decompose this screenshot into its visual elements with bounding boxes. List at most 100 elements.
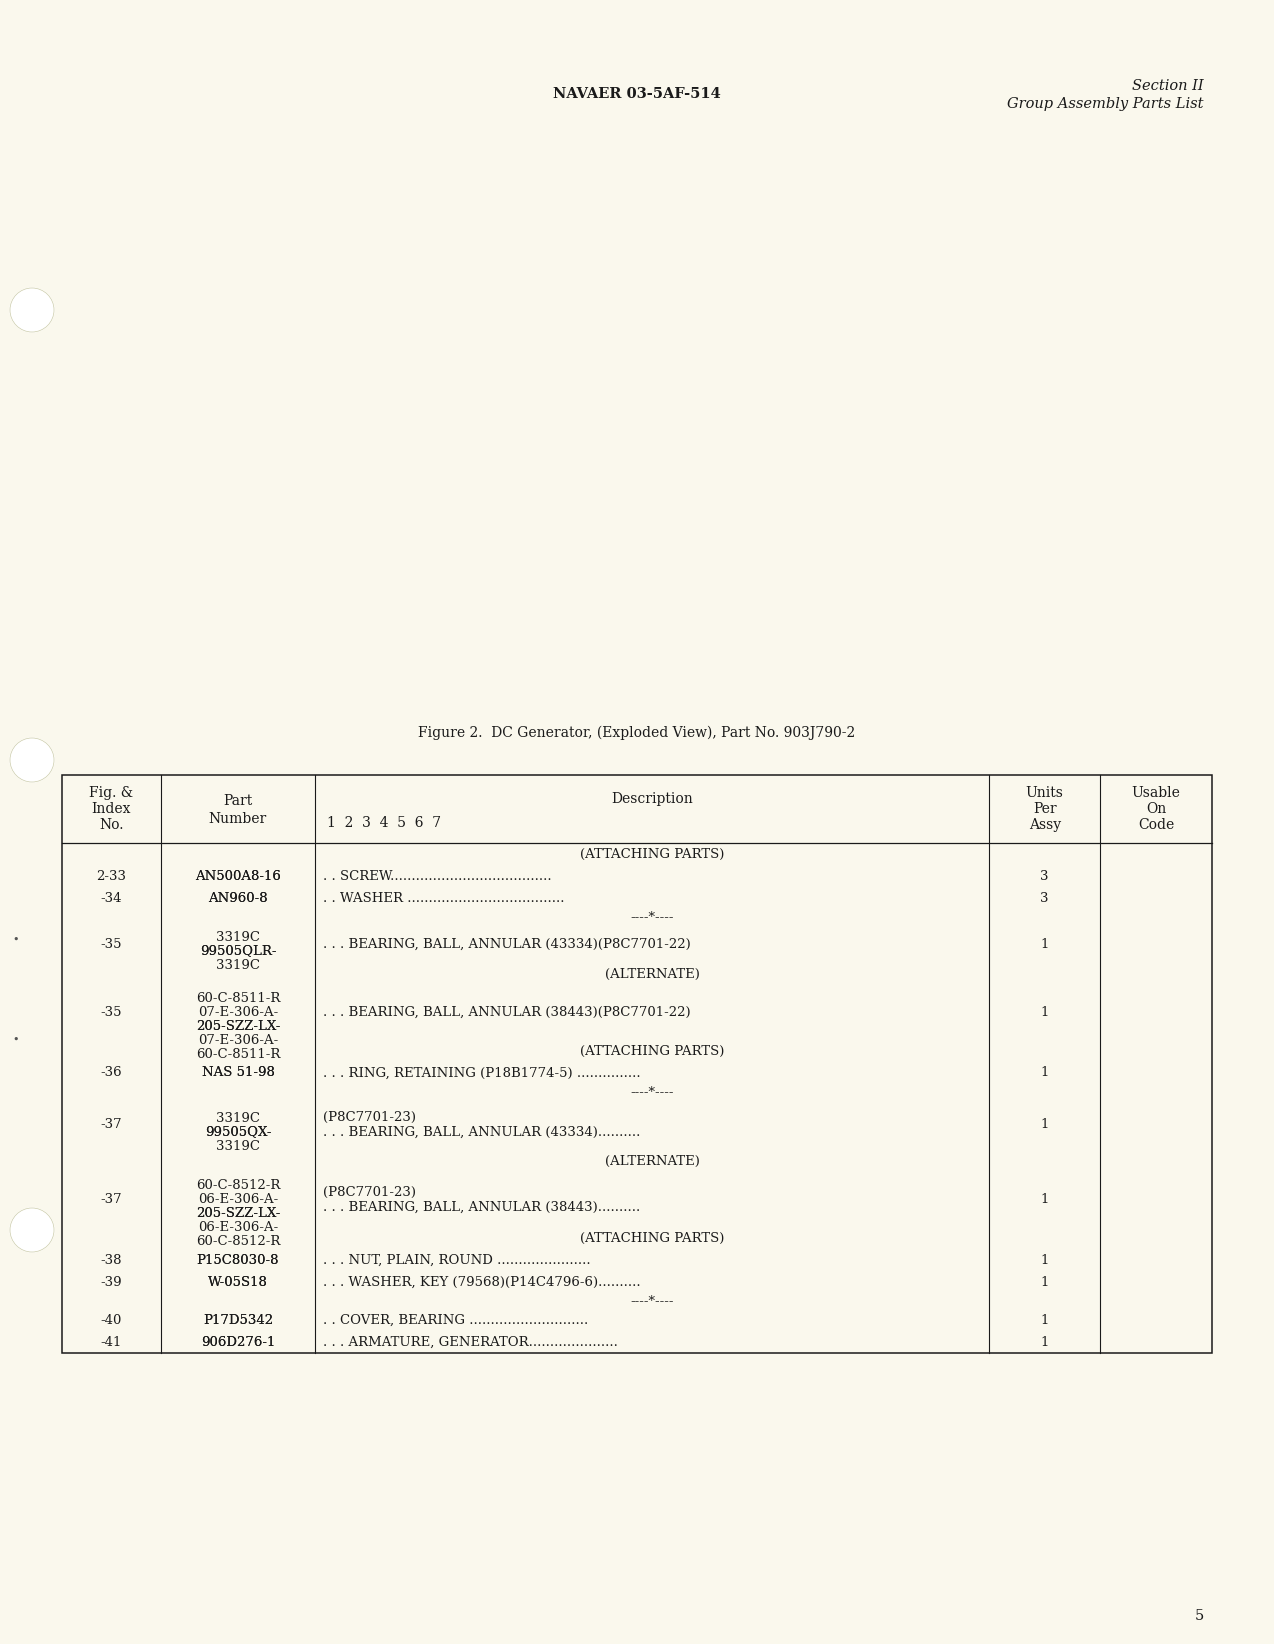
Text: . . COVER, BEARING ............................: . . COVER, BEARING .....................… <box>324 1314 589 1327</box>
Text: . . . WASHER, KEY (79568)(P14C4796-6)..........: . . . WASHER, KEY (79568)(P14C4796-6)...… <box>324 1276 641 1289</box>
Text: NAVAER 03-5AF-514: NAVAER 03-5AF-514 <box>553 87 721 100</box>
Text: 07-E-306-A-: 07-E-306-A- <box>197 1006 278 1019</box>
Text: Assy: Assy <box>1028 819 1061 832</box>
Text: . . . BEARING, BALL, ANNULAR (38443)..........: . . . BEARING, BALL, ANNULAR (38443)....… <box>324 1200 641 1213</box>
Text: P15C8030-8: P15C8030-8 <box>196 1253 279 1266</box>
Text: ----*----: ----*---- <box>631 1085 674 1098</box>
Text: (ATTACHING PARTS): (ATTACHING PARTS) <box>580 1231 724 1245</box>
Text: -37: -37 <box>101 1118 122 1131</box>
Text: AN960-8: AN960-8 <box>208 891 268 904</box>
Text: (ALTERNATE): (ALTERNATE) <box>604 1154 699 1167</box>
Text: 99505QLR-: 99505QLR- <box>200 945 276 957</box>
Text: Index: Index <box>92 802 131 815</box>
Text: . . . BEARING, BALL, ANNULAR (43334)(P8C7701-22): . . . BEARING, BALL, ANNULAR (43334)(P8C… <box>324 937 691 950</box>
Text: 3319C: 3319C <box>217 1111 260 1124</box>
Text: NAS 51-98: NAS 51-98 <box>201 1067 274 1080</box>
Text: W-05S18: W-05S18 <box>208 1276 268 1289</box>
Text: 1: 1 <box>1041 1067 1049 1080</box>
Text: 60-C-8511-R: 60-C-8511-R <box>196 991 280 1004</box>
Text: . . . BEARING, BALL, ANNULAR (38443)(P8C7701-22): . . . BEARING, BALL, ANNULAR (38443)(P8C… <box>324 1006 691 1019</box>
Text: . . WASHER .....................................: . . WASHER .............................… <box>324 891 564 904</box>
Text: Fig. &: Fig. & <box>89 786 134 801</box>
Text: -37: -37 <box>101 1194 122 1207</box>
Text: 60-C-8512-R: 60-C-8512-R <box>196 1235 280 1248</box>
Text: P17D5342: P17D5342 <box>203 1314 273 1327</box>
Text: Number: Number <box>209 812 268 825</box>
Circle shape <box>10 1208 54 1253</box>
Text: -35: -35 <box>101 1006 122 1019</box>
Text: -38: -38 <box>101 1253 122 1266</box>
Text: 1: 1 <box>1041 1276 1049 1289</box>
Text: 205-SZZ-LX-: 205-SZZ-LX- <box>196 1019 280 1032</box>
Text: . . . NUT, PLAIN, ROUND ......................: . . . NUT, PLAIN, ROUND ................… <box>324 1253 591 1266</box>
Text: 3319C: 3319C <box>217 958 260 972</box>
Text: 99505QX-: 99505QX- <box>205 1126 271 1139</box>
Text: Part: Part <box>223 794 252 807</box>
Text: (ATTACHING PARTS): (ATTACHING PARTS) <box>580 1044 724 1057</box>
Text: -36: -36 <box>101 1067 122 1080</box>
Text: (P8C7701-23): (P8C7701-23) <box>324 1111 417 1124</box>
Text: 205-SZZ-LX-: 205-SZZ-LX- <box>196 1207 280 1220</box>
Text: Section II: Section II <box>1133 79 1204 94</box>
Text: 99505QX-: 99505QX- <box>205 1126 271 1139</box>
Text: 5: 5 <box>1195 1609 1204 1623</box>
Text: •: • <box>13 935 19 945</box>
Text: -39: -39 <box>101 1276 122 1289</box>
Text: Figure 2.  DC Generator, (Exploded View), Part No. 903J790-2: Figure 2. DC Generator, (Exploded View),… <box>418 725 856 740</box>
Text: AN960-8: AN960-8 <box>208 891 268 904</box>
Text: 60-C-8512-R: 60-C-8512-R <box>196 1179 280 1192</box>
Text: (ATTACHING PARTS): (ATTACHING PARTS) <box>580 848 724 860</box>
Text: 1: 1 <box>1041 1194 1049 1207</box>
Text: ----*----: ----*---- <box>631 911 674 924</box>
Text: 906D276-1: 906D276-1 <box>201 1335 275 1348</box>
Text: -34: -34 <box>101 891 122 904</box>
Text: 205-SZZ-LX-: 205-SZZ-LX- <box>196 1019 280 1032</box>
Text: 1: 1 <box>1041 1118 1049 1131</box>
Text: AN500A8-16: AN500A8-16 <box>195 870 280 883</box>
Text: 1: 1 <box>1041 1314 1049 1327</box>
Text: 205-SZZ-LX-: 205-SZZ-LX- <box>196 1207 280 1220</box>
Text: Units: Units <box>1026 786 1064 801</box>
Text: 06-E-306-A-: 06-E-306-A- <box>197 1221 278 1235</box>
Text: Group Assembly Parts List: Group Assembly Parts List <box>1008 97 1204 112</box>
Text: (P8C7701-23): (P8C7701-23) <box>324 1185 417 1198</box>
Text: W-05S18: W-05S18 <box>208 1276 268 1289</box>
Text: 1: 1 <box>1041 937 1049 950</box>
Text: 3319C: 3319C <box>217 1139 260 1152</box>
Circle shape <box>10 288 54 332</box>
Text: On: On <box>1147 802 1167 815</box>
Text: . . . BEARING, BALL, ANNULAR (43334)..........: . . . BEARING, BALL, ANNULAR (43334)....… <box>324 1126 641 1139</box>
Text: P17D5342: P17D5342 <box>203 1314 273 1327</box>
Text: 1: 1 <box>1041 1335 1049 1348</box>
Text: 3: 3 <box>1041 891 1049 904</box>
Text: 2-33: 2-33 <box>97 870 126 883</box>
Circle shape <box>10 738 54 783</box>
Text: NAS 51-98: NAS 51-98 <box>201 1067 274 1080</box>
Text: P15C8030-8: P15C8030-8 <box>196 1253 279 1266</box>
Text: 07-E-306-A-: 07-E-306-A- <box>197 1034 278 1047</box>
Text: -41: -41 <box>101 1335 122 1348</box>
Text: 1  2  3  4  5  6  7: 1 2 3 4 5 6 7 <box>327 815 441 830</box>
Text: Description: Description <box>612 792 693 806</box>
Text: . . SCREW......................................: . . SCREW...............................… <box>324 870 552 883</box>
Text: Usable: Usable <box>1131 786 1181 801</box>
Bar <box>62 774 1212 1353</box>
Text: No.: No. <box>99 819 124 832</box>
Text: . . . ARMATURE, GENERATOR.....................: . . . ARMATURE, GENERATOR...............… <box>324 1335 618 1348</box>
Text: 60-C-8511-R: 60-C-8511-R <box>196 1047 280 1060</box>
Text: AN500A8-16: AN500A8-16 <box>195 870 280 883</box>
Text: 06-E-306-A-: 06-E-306-A- <box>197 1194 278 1207</box>
Text: Code: Code <box>1138 819 1175 832</box>
Text: (ALTERNATE): (ALTERNATE) <box>604 968 699 980</box>
Text: ----*----: ----*---- <box>631 1294 674 1307</box>
Text: 906D276-1: 906D276-1 <box>201 1335 275 1348</box>
Text: -40: -40 <box>101 1314 122 1327</box>
Text: Per: Per <box>1033 802 1056 815</box>
Text: -35: -35 <box>101 937 122 950</box>
Text: . . . RING, RETAINING (P18B1774-5) ...............: . . . RING, RETAINING (P18B1774-5) .....… <box>324 1067 641 1080</box>
Text: 3319C: 3319C <box>217 931 260 944</box>
Text: 1: 1 <box>1041 1006 1049 1019</box>
Text: 99505QLR-: 99505QLR- <box>200 945 276 957</box>
Text: 3: 3 <box>1041 870 1049 883</box>
Text: 1: 1 <box>1041 1253 1049 1266</box>
